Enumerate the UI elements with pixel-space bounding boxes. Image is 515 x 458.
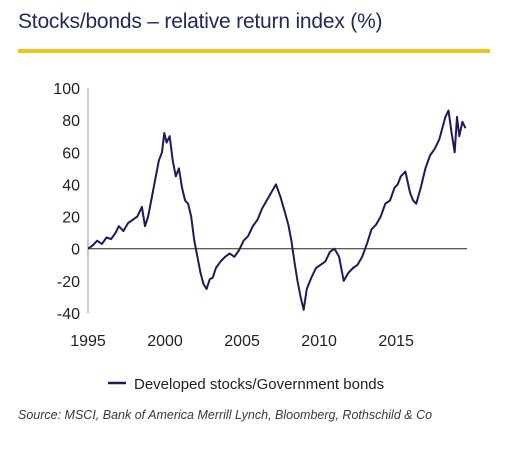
source-note: Source: MSCI, Bank of America Merrill Ly… — [18, 408, 433, 422]
x-tick-label: 2010 — [301, 333, 337, 350]
x-tick-label: 2005 — [224, 333, 260, 350]
legend-label: Developed stocks/Government bonds — [134, 376, 384, 393]
y-tick-label: 40 — [62, 177, 80, 194]
title-underline — [18, 49, 490, 53]
x-tick-label: 2015 — [378, 333, 414, 350]
y-tick-label: 0 — [71, 242, 80, 259]
x-axis-ticks: 1995 2000 2005 2010 2015 — [70, 333, 414, 350]
x-tick-label: 1995 — [70, 333, 106, 350]
x-tick-label: 2000 — [147, 333, 183, 350]
y-tick-label: 60 — [62, 145, 80, 162]
y-tick-label: 80 — [62, 113, 80, 130]
y-tick-label: -20 — [57, 274, 80, 291]
y-axis-ticks: -40 -20 0 20 40 60 80 100 — [53, 81, 80, 323]
y-tick-label: 20 — [62, 210, 80, 227]
y-tick-label: -40 — [57, 306, 80, 323]
y-tick-label: 100 — [53, 81, 80, 98]
series-line — [87, 109, 467, 311]
chart-title: Stocks/bonds – relative return index (%) — [18, 10, 383, 33]
